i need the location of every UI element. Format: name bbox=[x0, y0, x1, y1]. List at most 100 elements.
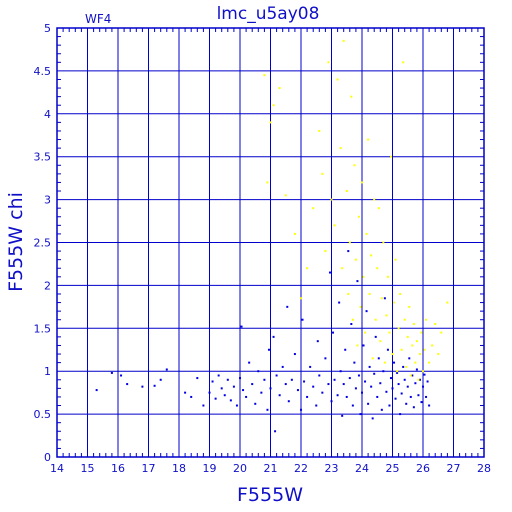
data-point-main bbox=[318, 374, 321, 377]
data-point-main bbox=[286, 305, 289, 308]
data-point-main bbox=[223, 394, 226, 397]
data-point-main bbox=[301, 318, 304, 321]
data-point-main bbox=[418, 378, 421, 381]
data-point-main bbox=[397, 383, 400, 386]
data-point-main bbox=[296, 389, 299, 392]
data-point-flagged bbox=[324, 250, 327, 253]
data-point-main bbox=[312, 385, 315, 388]
data-point-main bbox=[357, 374, 360, 377]
data-point-main bbox=[391, 387, 394, 390]
data-point-main bbox=[290, 378, 293, 381]
data-point-flagged bbox=[266, 181, 269, 184]
data-point-main bbox=[386, 348, 389, 351]
data-point-flagged bbox=[359, 305, 362, 308]
data-point-flagged bbox=[405, 365, 408, 368]
data-point-main bbox=[393, 361, 396, 364]
data-point-flagged bbox=[406, 335, 409, 338]
data-point-main bbox=[374, 335, 377, 338]
data-point-flagged bbox=[341, 267, 344, 270]
data-point-flagged bbox=[284, 194, 287, 197]
data-point-flagged bbox=[408, 305, 411, 308]
data-point-flagged bbox=[374, 318, 377, 321]
data-point-main bbox=[345, 395, 348, 398]
data-point-main bbox=[371, 417, 374, 420]
data-point-main bbox=[408, 357, 411, 360]
data-point-main bbox=[426, 380, 429, 383]
y-tick-labels: 0 0.5 1 1.5 2 2.5 3 3.5 4 4.5 5 bbox=[34, 22, 52, 464]
y-tick-label: 2 bbox=[44, 279, 51, 292]
data-point-main bbox=[356, 280, 359, 283]
data-point-flagged bbox=[373, 198, 376, 201]
x-tick-label: 22 bbox=[294, 462, 308, 475]
data-point-flagged bbox=[409, 374, 412, 377]
data-point-flagged bbox=[428, 361, 431, 364]
data-point-flagged bbox=[345, 190, 348, 193]
data-point-flagged bbox=[354, 258, 357, 261]
data-point-flagged bbox=[263, 74, 266, 77]
data-point-main bbox=[400, 392, 403, 395]
data-point-flagged bbox=[342, 39, 345, 42]
data-point-flagged bbox=[357, 215, 360, 218]
data-point-main bbox=[309, 365, 312, 368]
data-point-flagged bbox=[351, 318, 354, 321]
data-point-main bbox=[385, 390, 388, 393]
y-tick-label: 1.5 bbox=[34, 322, 52, 335]
data-point-flagged bbox=[356, 344, 359, 347]
data-point-flagged bbox=[321, 172, 324, 175]
data-point-main bbox=[235, 404, 238, 407]
data-point-main bbox=[263, 378, 266, 381]
data-point-main bbox=[370, 385, 373, 388]
data-point-flagged bbox=[327, 61, 330, 64]
data-point-main bbox=[333, 378, 336, 381]
x-tick-label: 28 bbox=[477, 462, 491, 475]
data-point-main bbox=[232, 385, 235, 388]
data-point-main bbox=[412, 406, 415, 409]
x-axis-label: F555W bbox=[237, 484, 303, 506]
data-point-main bbox=[267, 348, 270, 351]
data-point-flagged bbox=[365, 232, 368, 235]
data-point-flagged bbox=[411, 344, 414, 347]
data-point-main bbox=[153, 384, 156, 387]
data-point-main bbox=[364, 380, 367, 383]
data-point-flagged bbox=[417, 378, 420, 381]
data-point-main bbox=[240, 325, 243, 328]
data-point-main bbox=[394, 397, 397, 400]
data-point-flagged bbox=[414, 361, 417, 364]
data-point-flagged bbox=[376, 267, 379, 270]
data-point-main bbox=[428, 404, 431, 407]
data-point-main bbox=[328, 271, 331, 274]
data-point-flagged bbox=[339, 147, 342, 150]
data-point-main bbox=[336, 394, 339, 397]
data-point-flagged bbox=[402, 61, 405, 64]
x-tick-label: 21 bbox=[264, 462, 278, 475]
corner-label: WF4 bbox=[85, 12, 111, 26]
data-point-main bbox=[344, 348, 347, 351]
x-tick-label: 18 bbox=[172, 462, 186, 475]
data-point-main bbox=[368, 365, 371, 368]
data-point-main bbox=[275, 374, 278, 377]
data-point-main bbox=[423, 373, 426, 376]
data-point-flagged bbox=[293, 232, 296, 235]
data-point-main bbox=[303, 380, 306, 383]
data-point-main bbox=[425, 395, 428, 398]
data-point-flagged bbox=[336, 78, 339, 81]
data-point-main bbox=[347, 250, 350, 253]
data-point-main bbox=[399, 413, 402, 416]
data-point-main bbox=[257, 370, 260, 373]
data-point-flagged bbox=[312, 207, 315, 210]
data-point-main bbox=[316, 340, 319, 343]
data-point-main bbox=[403, 378, 406, 381]
data-point-flagged bbox=[383, 361, 386, 364]
data-point-main bbox=[396, 371, 399, 374]
data-point-main bbox=[332, 331, 335, 334]
y-tick-label: 3.5 bbox=[34, 151, 52, 164]
data-point-main bbox=[211, 380, 214, 383]
data-point-main bbox=[120, 374, 123, 377]
data-point-flagged bbox=[434, 323, 437, 326]
data-point-main bbox=[411, 374, 414, 377]
data-point-main bbox=[208, 391, 211, 394]
y-tick-label: 1 bbox=[44, 365, 51, 378]
data-point-main bbox=[388, 404, 391, 407]
data-point-main bbox=[362, 344, 365, 347]
